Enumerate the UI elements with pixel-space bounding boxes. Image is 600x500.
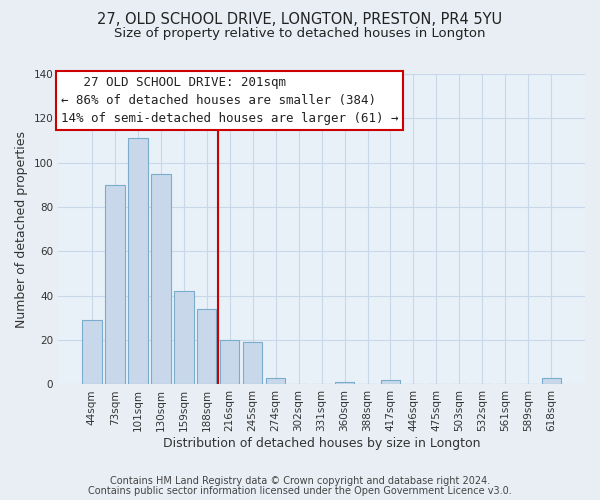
Y-axis label: Number of detached properties: Number of detached properties xyxy=(15,130,28,328)
Bar xyxy=(243,342,262,384)
Bar xyxy=(266,378,286,384)
Bar xyxy=(335,382,355,384)
Text: 27 OLD SCHOOL DRIVE: 201sqm
← 86% of detached houses are smaller (384)
14% of se: 27 OLD SCHOOL DRIVE: 201sqm ← 86% of det… xyxy=(61,76,398,124)
Text: 27, OLD SCHOOL DRIVE, LONGTON, PRESTON, PR4 5YU: 27, OLD SCHOOL DRIVE, LONGTON, PRESTON, … xyxy=(97,12,503,28)
Bar xyxy=(82,320,101,384)
Bar xyxy=(105,185,125,384)
Bar xyxy=(197,309,217,384)
Bar xyxy=(128,138,148,384)
Bar xyxy=(174,292,194,384)
Bar xyxy=(542,378,561,384)
Text: Contains public sector information licensed under the Open Government Licence v3: Contains public sector information licen… xyxy=(88,486,512,496)
Text: Contains HM Land Registry data © Crown copyright and database right 2024.: Contains HM Land Registry data © Crown c… xyxy=(110,476,490,486)
X-axis label: Distribution of detached houses by size in Longton: Distribution of detached houses by size … xyxy=(163,437,481,450)
Bar xyxy=(151,174,170,384)
Text: Size of property relative to detached houses in Longton: Size of property relative to detached ho… xyxy=(114,28,486,40)
Bar xyxy=(381,380,400,384)
Bar xyxy=(220,340,239,384)
